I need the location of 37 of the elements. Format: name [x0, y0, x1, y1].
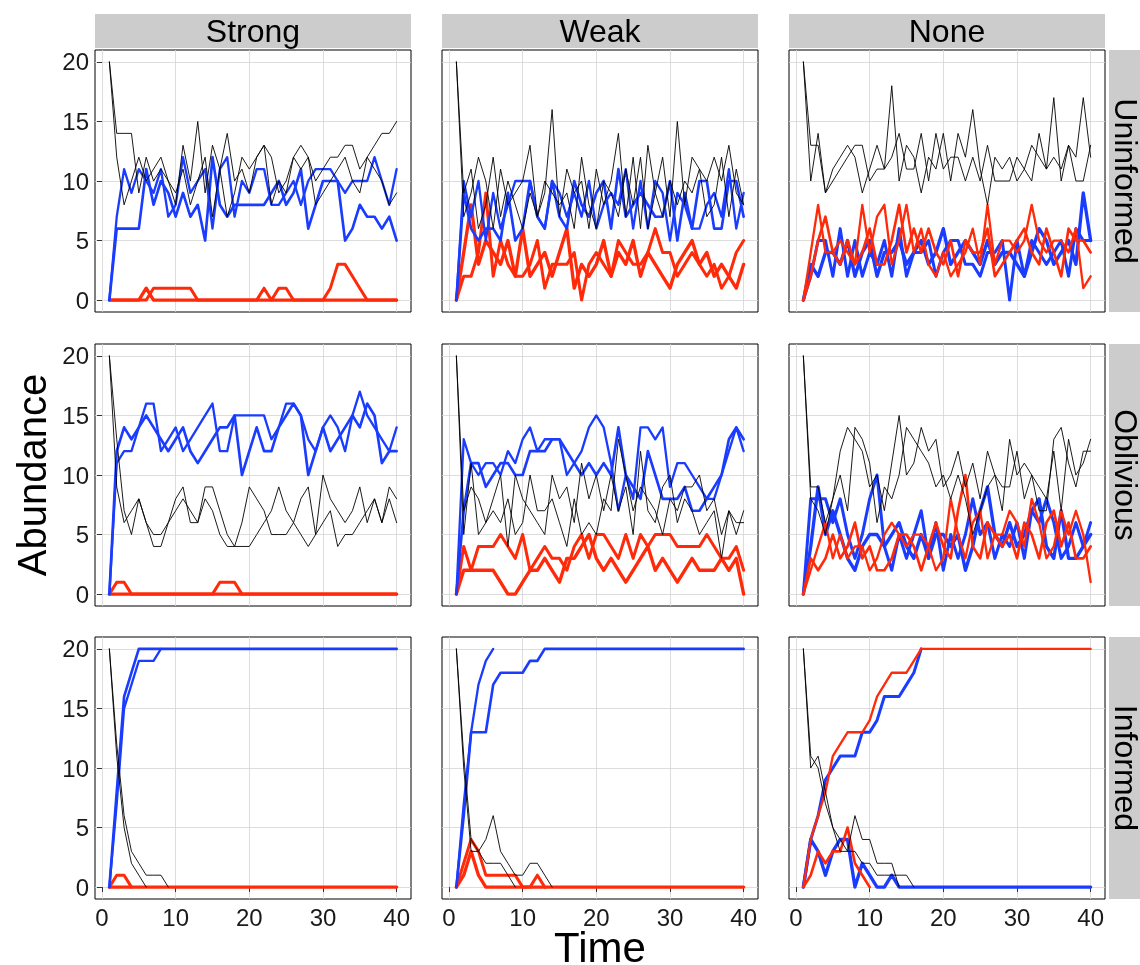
y-axis-title: Abundance	[10, 373, 54, 577]
y2-axis-title: Uninformed	[1108, 98, 1140, 264]
x-tick-label: 10	[509, 903, 537, 931]
y-tick-label: 15	[62, 694, 89, 722]
x-tick-label: 10	[162, 903, 190, 931]
x-tick-label: 30	[309, 903, 337, 931]
y-tick-label: 0	[75, 286, 89, 314]
y-tick-label: 0	[75, 580, 89, 608]
y-tick-label: 20	[62, 635, 89, 663]
x-tick-label: 30	[656, 903, 684, 931]
y-tick-label: 5	[75, 227, 89, 255]
x-tick-label: 40	[1077, 903, 1104, 931]
y-tick-label: 15	[62, 107, 89, 135]
y2-axis-title: Informed	[1108, 704, 1140, 832]
chart-title: Weak	[442, 13, 758, 49]
y-tick-label: 20	[62, 342, 89, 370]
y-tick-label: 15	[62, 401, 89, 429]
y-tick-label: 10	[62, 754, 89, 782]
x-tick-label: 0	[442, 903, 456, 931]
x-tick-label: 30	[1003, 903, 1031, 931]
y-tick-label: 5	[75, 814, 89, 842]
x-tick-label: 40	[383, 903, 410, 931]
chart-title: Strong	[95, 13, 411, 49]
x-tick-label: 20	[582, 903, 610, 931]
y-tick-label: 10	[62, 461, 89, 489]
y-tick-label: 20	[62, 48, 89, 76]
x-tick-label: 0	[789, 903, 803, 931]
x-tick-label: 20	[235, 903, 263, 931]
y-tick-label: 0	[75, 873, 89, 901]
x-tick-label: 10	[856, 903, 884, 931]
chart-title: None	[789, 13, 1105, 49]
y-tick-label: 10	[62, 167, 89, 195]
x-tick-label: 20	[929, 903, 957, 931]
y2-axis-title: Oblivious	[1108, 409, 1140, 541]
y-tick-label: 5	[75, 521, 89, 549]
x-tick-label: 40	[730, 903, 757, 931]
x-tick-label: 0	[95, 903, 109, 931]
